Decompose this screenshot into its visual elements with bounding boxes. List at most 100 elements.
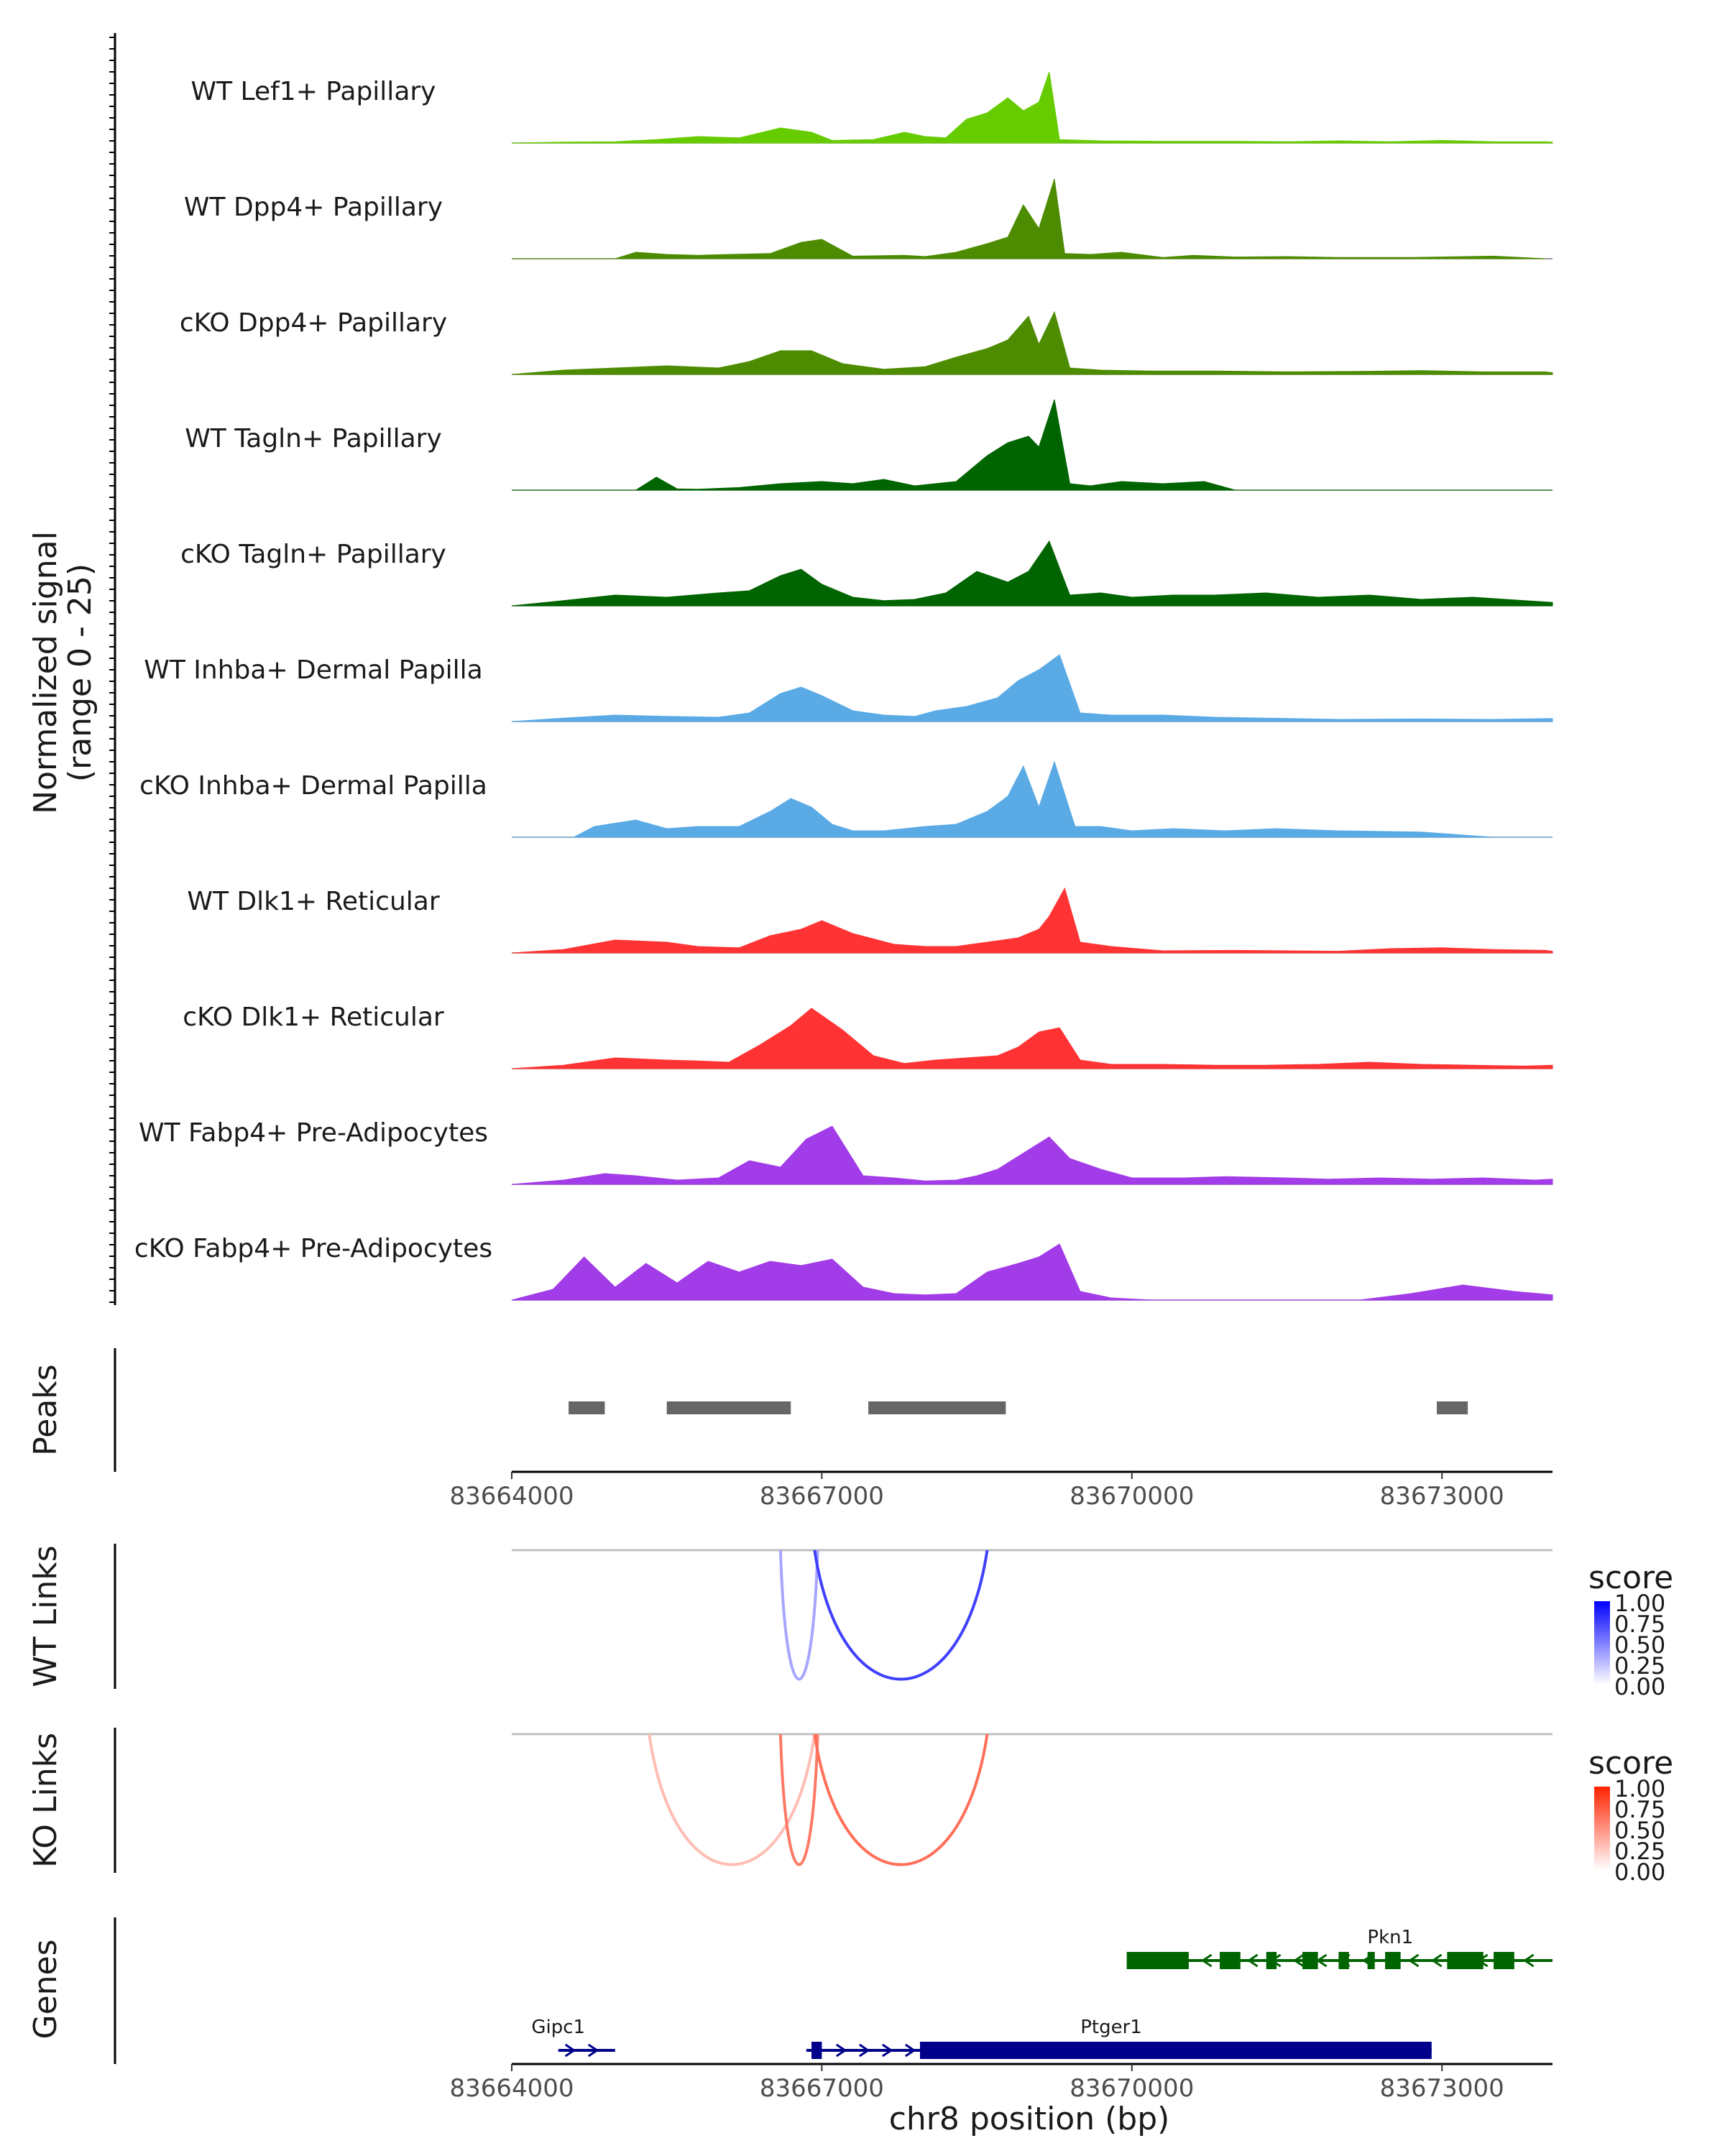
coverage-track-label: WT Lef1+ Papillary: [191, 77, 436, 106]
legend-tick-label: 0.75: [1614, 1796, 1665, 1823]
coverage-area: [511, 310, 1553, 375]
x-axis-top: 83664000 83667000 83670000 83673000: [449, 1470, 1552, 1511]
coverage-track-label: WT Dlk1+ Reticular: [187, 887, 439, 916]
legend-tick-label: 0.75: [1614, 1611, 1665, 1638]
gene-model: Gipc1: [531, 2017, 615, 2058]
x-tick-label: 83673000: [1380, 2074, 1504, 2103]
legend-tick-label: 0.00: [1614, 1858, 1665, 1886]
legend-tick-label: 0.25: [1614, 1652, 1665, 1680]
coverage-track-label: WT Fabp4+ Pre-Adipocytes: [139, 1118, 488, 1148]
coverage-track-label: WT Tagln+ Papillary: [185, 424, 442, 453]
gene-strand-chevron: [1200, 1953, 1213, 1968]
x-tick-label: 83664000: [449, 1482, 574, 1511]
gene-name-label: Pkn1: [1367, 1927, 1413, 1948]
legend-tick-label: 0.25: [1614, 1838, 1665, 1865]
peak-bar: [569, 1401, 605, 1414]
peaks-track: Peaks: [27, 1348, 1468, 1472]
gene-strand-chevron: [1292, 1953, 1305, 1968]
coverage-y-axis: [109, 33, 116, 1305]
gene-strand-chevron: [904, 2043, 916, 2058]
gene-exon: [1494, 1952, 1514, 1969]
gene-model: Pkn1: [1126, 1927, 1552, 1969]
coverage-track: WT Dpp4+ Papillary: [184, 178, 1552, 259]
coverage-area: [512, 178, 1546, 259]
coverage-track: cKO Dlk1+ Reticular: [183, 1003, 1553, 1069]
gene-strand-chevron: [858, 2043, 870, 2058]
gene-exon: [1302, 1952, 1318, 1969]
coverage-area: [511, 1243, 1553, 1301]
genes-track: Genes Pkn1 Gipc1 Ptger1: [27, 1917, 1552, 2064]
coverage-track: WT Fabp4+ Pre-Adipocytes: [139, 1118, 1553, 1185]
gene-strand-chevron: [587, 2043, 599, 2058]
legend-tick-label: 1.00: [1614, 1775, 1665, 1802]
coverage-track: cKO Inhba+ Dermal Papilla: [139, 760, 1552, 838]
link-arc: [813, 1549, 989, 1681]
x-tick-label: 83670000: [1070, 1482, 1194, 1511]
legend-colorbar: [1594, 1601, 1610, 1685]
y-axis-title-line2: (range 0 - 25): [62, 563, 98, 782]
peak-bar: [666, 1401, 791, 1414]
gene-strand-chevron: [1522, 1953, 1535, 1968]
gene-exon: [1126, 1952, 1189, 1969]
legend-tick-label: 1.00: [1614, 1590, 1665, 1617]
legend-tick-label: 0.50: [1614, 1817, 1665, 1844]
link-arc: [778, 1549, 819, 1681]
coverage-track-label: cKO Dpp4+ Papillary: [180, 308, 447, 338]
gene-exon: [1447, 1952, 1484, 1969]
coverage-tracks: WT Lef1+ Papillary WT Dpp4+ Papillary cKO …: [134, 71, 1553, 1301]
legend-colorbar: [1594, 1787, 1610, 1870]
gene-name-label: Gipc1: [531, 2017, 585, 2038]
gene-exon: [1338, 1952, 1349, 1969]
coverage-track: cKO Tagln+ Papillary: [180, 540, 1553, 607]
coverage-track-label: cKO Dlk1+ Reticular: [183, 1003, 444, 1032]
coverage-track-label: WT Dpp4+ Papillary: [184, 193, 443, 222]
coverage-track: WT Dlk1+ Reticular: [187, 887, 1553, 954]
coverage-track: WT Inhba+ Dermal Papilla: [144, 654, 1553, 722]
coverage-area: [511, 1125, 1553, 1185]
coverage-area: [511, 1008, 1553, 1069]
link-arc: [648, 1733, 816, 1866]
coverage-area: [512, 760, 1552, 838]
y-axis-title-line1: Normalized signal: [27, 531, 64, 814]
x-tick-label: 83664000: [449, 2074, 574, 2103]
x-axis-bottom: 83664000 83667000 83670000 83673000: [449, 2063, 1552, 2103]
coverage-track-label: WT Inhba+ Dermal Papilla: [144, 655, 482, 685]
gene-strand-chevron: [881, 2043, 893, 2058]
links-track-label: KO Links: [27, 1733, 64, 1868]
peak-bar: [868, 1401, 1006, 1414]
gene-model: Ptger1: [806, 2017, 1432, 2059]
gene-exon: [1220, 1952, 1241, 1969]
coverage-track-label: cKO Fabp4+ Pre-Adipocytes: [134, 1234, 492, 1263]
coverage-area: [512, 399, 1552, 491]
peaks-track-label: Peaks: [27, 1364, 64, 1455]
coverage-track: WT Tagln+ Papillary: [185, 399, 1552, 491]
coverage-track: cKO Dpp4+ Papillary: [180, 308, 1553, 375]
y-axis-title: Normalized signal (range 0 - 25): [27, 531, 98, 814]
coverage-area: [511, 887, 1553, 954]
legend-tick-label: 0.00: [1614, 1673, 1665, 1700]
gene-exon: [1367, 1952, 1375, 1969]
gene-strand-chevron: [1407, 1953, 1420, 1968]
link-arc: [778, 1733, 819, 1866]
links-track-label: WT Links: [27, 1545, 64, 1687]
peak-bar: [1437, 1401, 1468, 1414]
legend-title: score: [1588, 1745, 1673, 1782]
legend-tick-label: 0.50: [1614, 1631, 1665, 1659]
gene-exon: [811, 2042, 822, 2059]
coverage-track: cKO Fabp4+ Pre-Adipocytes: [134, 1234, 1553, 1301]
gene-strand-chevron: [564, 2043, 576, 2058]
gene-exon: [920, 2042, 1432, 2059]
gene-strand-chevron: [835, 2043, 847, 2058]
coverage-track-label: cKO Inhba+ Dermal Papilla: [139, 771, 487, 801]
x-axis-title: chr8 position (bp): [889, 2101, 1170, 2137]
coverage-track: WT Lef1+ Papillary: [191, 71, 1553, 144]
gene-strand-chevron: [1430, 1953, 1443, 1968]
gene-exon: [1385, 1952, 1401, 1969]
legend-title: score: [1588, 1560, 1673, 1596]
x-tick-label: 83670000: [1070, 2074, 1194, 2103]
genes-track-label: Genes: [27, 1939, 64, 2039]
coverage-area: [511, 540, 1553, 607]
